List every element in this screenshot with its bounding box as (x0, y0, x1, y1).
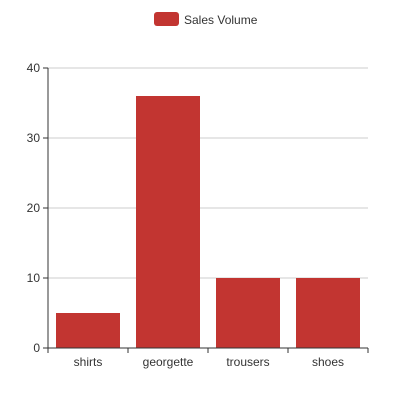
y-axis: 0 10 20 30 40 (27, 61, 49, 355)
y-tick-label: 10 (27, 271, 41, 285)
legend-label[interactable]: Sales Volume (184, 13, 258, 27)
bars (56, 96, 360, 348)
x-tick-label: shoes (312, 355, 344, 369)
bar-shirts[interactable] (56, 313, 120, 348)
y-tick-label: 0 (33, 341, 40, 355)
x-tick-label: georgette (143, 355, 194, 369)
grid-lines (48, 67, 368, 279)
y-tick-label: 30 (27, 131, 41, 145)
legend[interactable]: Sales Volume (154, 12, 258, 27)
bar-trousers[interactable] (216, 278, 280, 348)
legend-swatch[interactable] (154, 12, 179, 26)
y-tick-label: 20 (27, 201, 41, 215)
x-tick-label: trousers (226, 355, 269, 369)
bar-shoes[interactable] (296, 278, 360, 348)
bar-georgette[interactable] (136, 96, 200, 348)
x-axis: shirts georgette trousers shoes (47, 347, 369, 369)
y-tick-label: 40 (27, 61, 41, 75)
x-tick-label: shirts (74, 355, 103, 369)
